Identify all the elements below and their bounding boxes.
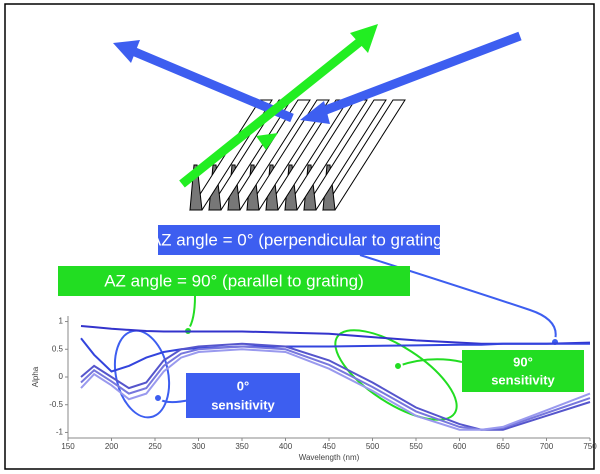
y-tick-label: -0.5 bbox=[49, 400, 63, 409]
sens90-label: sensitivity bbox=[491, 372, 555, 387]
sens90-label: 90° bbox=[513, 354, 533, 369]
callout-dot bbox=[551, 338, 559, 346]
y-tick-label: -1 bbox=[56, 428, 64, 437]
sens0-label: 0° bbox=[237, 378, 249, 393]
x-tick-label: 400 bbox=[279, 442, 293, 451]
figure: -1 -0.5 0 0.5 1 150 200 250 300 350 400 450 500 550 60… bbox=[0, 0, 600, 474]
x-tick-label: 700 bbox=[540, 442, 554, 451]
y-axis-label: Alpha bbox=[31, 366, 40, 387]
x-tick-label: 150 bbox=[61, 442, 75, 451]
az0-label: AZ angle = 0° (perpendicular to grating) bbox=[150, 230, 448, 249]
x-tick-label: 350 bbox=[235, 442, 249, 451]
callout-dot bbox=[154, 394, 162, 402]
sens0-label: sensitivity bbox=[211, 397, 275, 412]
x-tick-label: 250 bbox=[148, 442, 162, 451]
y-tick-label: 1 bbox=[59, 317, 64, 326]
x-tick-label: 750 bbox=[583, 442, 597, 451]
x-tick-label: 500 bbox=[366, 442, 380, 451]
callout-dot bbox=[394, 362, 402, 370]
y-tick-label: 0 bbox=[59, 372, 64, 381]
x-tick-label: 550 bbox=[409, 442, 423, 451]
x-tick-label: 600 bbox=[453, 442, 467, 451]
y-tick-label: 0.5 bbox=[52, 344, 64, 353]
x-axis-label: Wavelength (nm) bbox=[299, 453, 360, 462]
az90-label: AZ angle = 90° (parallel to grating) bbox=[104, 271, 364, 290]
x-tick-label: 200 bbox=[105, 442, 119, 451]
x-tick-label: 450 bbox=[322, 442, 336, 451]
x-tick-label: 650 bbox=[496, 442, 510, 451]
x-tick-label: 300 bbox=[192, 442, 206, 451]
